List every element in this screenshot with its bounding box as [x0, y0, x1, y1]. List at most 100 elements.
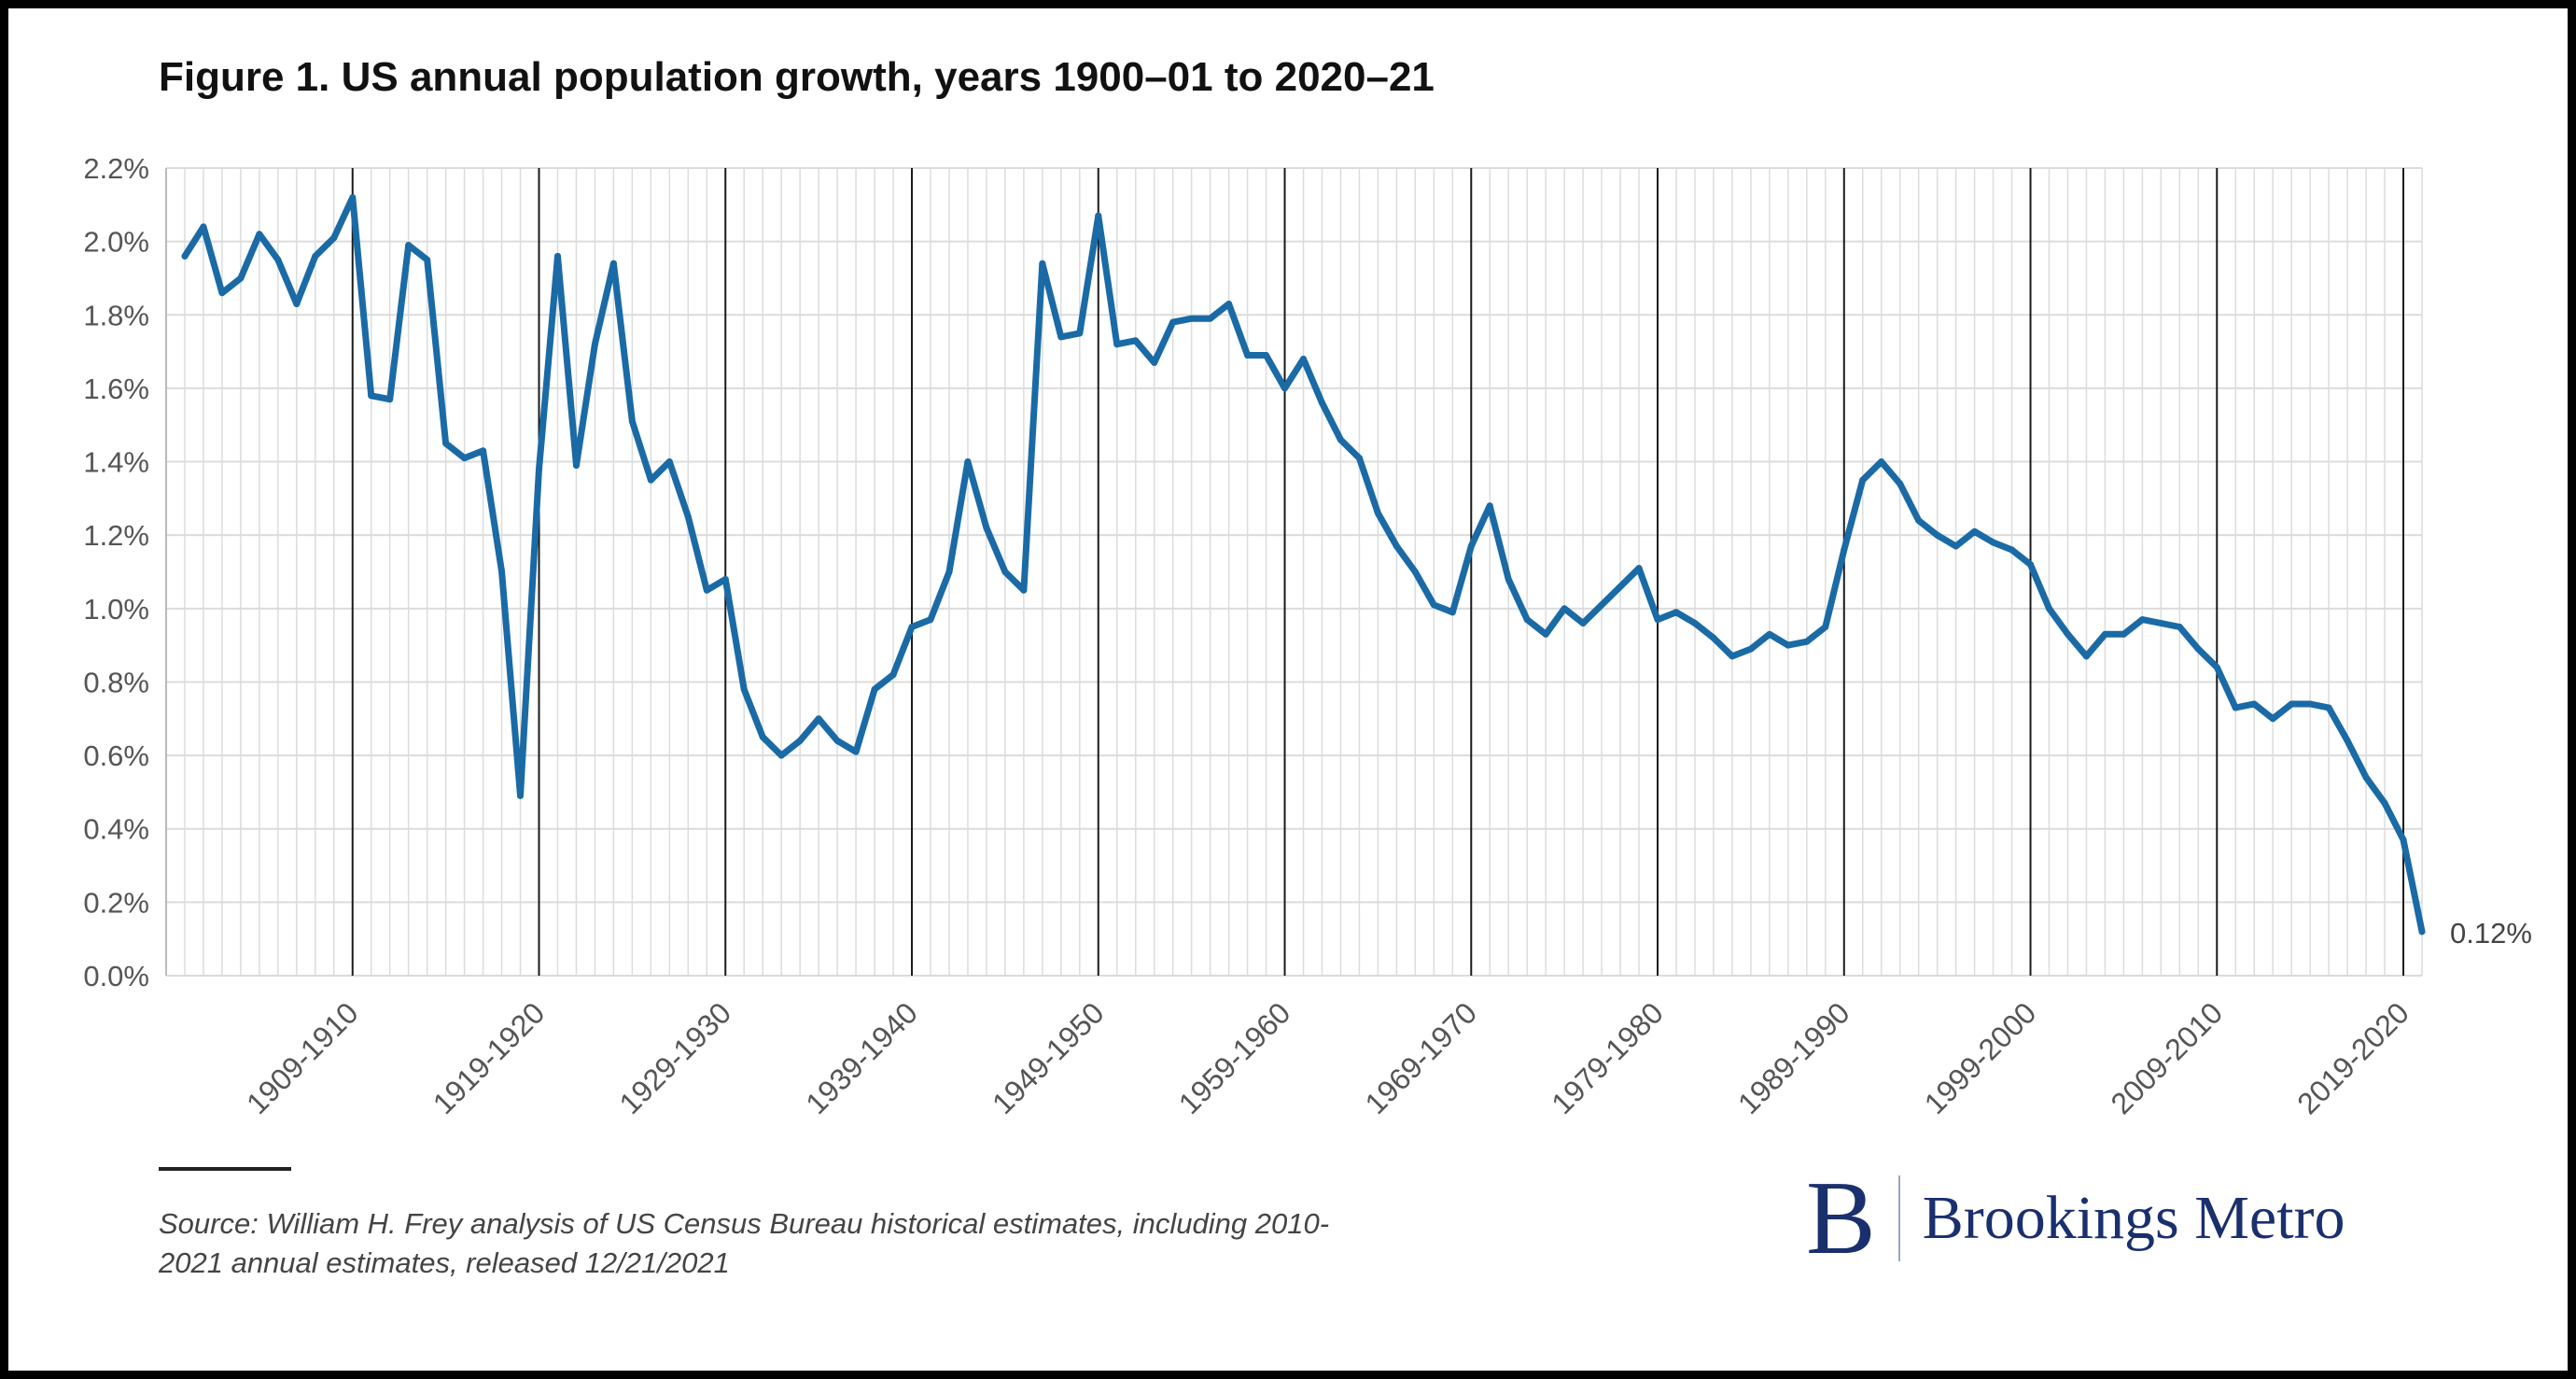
data-point: [1803, 638, 1811, 645]
data-point: [1225, 300, 1233, 307]
data-point: [1654, 616, 1661, 624]
data-point: [1841, 546, 1848, 554]
data-point: [2101, 630, 2108, 638]
data-point: [2344, 737, 2351, 744]
y-tick-label: 1.6%: [83, 373, 149, 405]
y-tick-label: 0.6%: [83, 739, 149, 772]
data-point: [833, 737, 841, 744]
data-point: [665, 458, 673, 466]
data-point: [1747, 645, 1755, 653]
data-point: [815, 715, 822, 723]
data-point: [237, 274, 245, 282]
data-point: [312, 252, 319, 260]
logo-text: Brookings Metro: [1922, 1184, 2345, 1252]
data-point: [2045, 605, 2052, 612]
data-point: [368, 392, 375, 400]
data-point: [908, 623, 916, 630]
data-point: [1859, 476, 1867, 484]
data-point: [1076, 330, 1084, 337]
data-point: [1990, 539, 1997, 546]
data-point: [1561, 605, 1568, 612]
data-point: [1318, 400, 1325, 407]
data-point: [2082, 653, 2090, 660]
end-value-label: 0.12%: [2450, 917, 2532, 950]
data-point: [2138, 616, 2146, 624]
data-point: [2250, 700, 2258, 708]
data-point: [480, 447, 487, 455]
data-point: [1617, 583, 1624, 590]
data-point: [442, 440, 450, 447]
data-point: [1169, 318, 1177, 326]
brookings-metro-logo: B Brookings Metro: [1806, 1166, 2345, 1271]
data-point: [871, 685, 878, 693]
data-point: [1113, 341, 1121, 348]
data-point: [2269, 715, 2276, 723]
data-point: [1579, 620, 1587, 627]
data-point: [2194, 645, 2202, 653]
data-point: [1095, 212, 1102, 219]
data-point: [1337, 436, 1344, 443]
data-point: [2213, 664, 2220, 671]
data-point: [945, 569, 953, 575]
data-point: [2064, 630, 2071, 638]
data-point: [628, 417, 636, 425]
data-point: [1057, 333, 1065, 341]
y-tick-label: 1.8%: [83, 299, 149, 331]
data-point: [274, 256, 282, 263]
y-tick-label: 2.0%: [83, 226, 149, 259]
data-point: [218, 289, 226, 297]
data-point: [1281, 385, 1289, 392]
data-point: [181, 252, 189, 260]
data-point: [461, 455, 469, 462]
data-point: [1430, 601, 1437, 609]
x-tick-label: 1919-1920: [427, 995, 552, 1120]
data-point: [1020, 586, 1028, 594]
data-point: [777, 752, 785, 759]
data-point: [1505, 575, 1512, 583]
data-point: [964, 458, 972, 466]
data-point: [1785, 641, 1792, 649]
data-point: [1542, 630, 1549, 638]
data-point: [796, 737, 804, 744]
data-point: [349, 193, 357, 201]
y-tick-label: 2.2%: [83, 152, 149, 185]
data-point: [1710, 634, 1717, 641]
data-point: [1953, 542, 1960, 550]
data-point: [2306, 700, 2314, 708]
data-point: [2176, 623, 2183, 630]
data-point: [684, 514, 692, 521]
y-tick-label: 1.4%: [83, 446, 149, 479]
data-point: [2418, 928, 2426, 936]
data-point: [1132, 337, 1140, 345]
data-point: [553, 252, 561, 260]
data-point: [2362, 774, 2370, 781]
data-point: [1299, 355, 1307, 362]
logo-separator: [1897, 1175, 1900, 1261]
data-point: [1467, 542, 1475, 550]
data-point: [1039, 260, 1046, 267]
data-point: [759, 733, 766, 740]
data-point: [1673, 609, 1680, 616]
chart-title: Figure 1. US annual population growth, y…: [159, 54, 1435, 100]
data-points: [181, 193, 2426, 936]
data-point: [1523, 616, 1531, 624]
data-point: [591, 341, 598, 348]
data-point: [852, 748, 860, 755]
data-point: [2400, 837, 2407, 844]
data-point: [1393, 542, 1400, 550]
data-point: [2325, 704, 2332, 711]
data-point: [721, 575, 729, 583]
x-tick-label: 1929-1930: [613, 995, 738, 1120]
data-point: [386, 396, 394, 403]
data-point: [889, 671, 897, 679]
data-point: [1635, 565, 1643, 572]
x-tick-label: 1939-1940: [799, 995, 924, 1120]
data-point: [1449, 609, 1456, 616]
data-point: [1374, 510, 1381, 517]
x-tick-label: 2019-2020: [2290, 995, 2415, 1120]
data-point: [2232, 704, 2239, 711]
data-point: [1263, 352, 1270, 359]
data-point: [536, 465, 543, 472]
x-tick-label: 1969-1970: [1359, 995, 1484, 1120]
